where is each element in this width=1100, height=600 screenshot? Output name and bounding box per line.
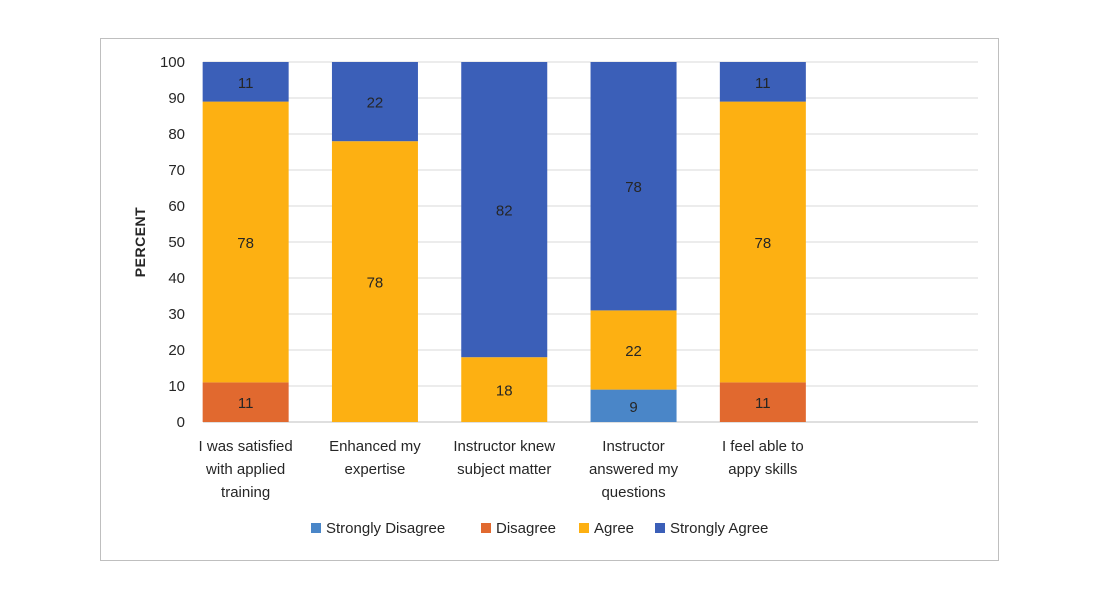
data-label: 9 — [629, 399, 637, 416]
y-tick-label: 100 — [160, 54, 185, 71]
legend-swatch — [481, 523, 491, 533]
y-tick-label: 0 — [177, 414, 185, 431]
data-label: 11 — [755, 75, 771, 92]
bar-segment-strongly-agree — [202, 62, 289, 102]
data-label: 82 — [496, 203, 513, 220]
legend-swatch — [579, 523, 589, 533]
data-label: 78 — [625, 179, 642, 196]
x-tick-label: Instructor — [602, 438, 665, 455]
y-tick-label: 50 — [168, 234, 185, 251]
legend-label: Strongly Disagree — [326, 520, 445, 537]
y-tick-label: 90 — [168, 90, 185, 107]
y-axis-label: PERCENT — [132, 207, 148, 277]
legend-label: Disagree — [496, 520, 556, 537]
bar-segment-agree — [461, 357, 548, 422]
y-tick-label: 70 — [168, 162, 185, 179]
bar-segment-agree — [331, 141, 418, 422]
legend-label: Agree — [594, 520, 634, 537]
data-label: 18 — [496, 383, 513, 400]
chart-frame: 0 10 20 30 40 50 60 70 80 90 100 PERCENT 11 78 11 78 22 1… — [100, 38, 999, 561]
x-tick-label: training — [221, 484, 270, 501]
data-label: 22 — [625, 343, 642, 360]
bar-segment-strongly-agree — [590, 62, 677, 311]
y-tick-label: 10 — [168, 378, 185, 395]
bar-segment-disagree — [202, 382, 289, 422]
x-tick-label: Instructor knew — [453, 438, 555, 455]
y-tick-label: 80 — [168, 126, 185, 143]
bar-segment-agree — [590, 310, 677, 390]
legend-swatch — [311, 523, 321, 533]
bar-segment-agree — [719, 101, 806, 383]
x-tick-label: answered my — [589, 461, 679, 478]
legend-label: Strongly Agree — [670, 520, 768, 537]
bar-segment-disagree — [719, 382, 806, 422]
y-tick-label: 60 — [168, 198, 185, 215]
x-tick-label: expertise — [345, 461, 406, 478]
y-tick-label: 30 — [168, 306, 185, 323]
x-tick-label: questions — [601, 484, 665, 501]
data-label: 11 — [238, 395, 254, 412]
bar-segment-strongly-agree — [461, 62, 548, 358]
data-label: 11 — [755, 395, 771, 412]
data-label: 11 — [238, 75, 254, 92]
x-tick-label: with applied — [205, 461, 285, 478]
x-tick-label: I was satisfied — [199, 438, 293, 455]
stacked-bar-chart: 0 10 20 30 40 50 60 70 80 90 100 PERCENT 11 78 11 78 22 1… — [132, 54, 978, 537]
data-label: 22 — [367, 95, 384, 112]
x-tick-label: Enhanced my — [329, 438, 421, 455]
legend-swatch — [655, 523, 665, 533]
data-label: 78 — [237, 235, 254, 252]
y-tick-label: 20 — [168, 342, 185, 359]
bar-segment-strongly-disagree — [590, 389, 677, 422]
data-label: 78 — [755, 235, 772, 252]
bar-segment-strongly-agree — [719, 62, 806, 102]
bar-segment-strongly-agree — [331, 62, 418, 142]
y-tick-label: 40 — [168, 270, 185, 287]
data-label: 78 — [367, 275, 384, 292]
x-tick-label: I feel able to — [722, 438, 804, 455]
x-tick-label: appy skills — [728, 461, 797, 478]
bar-segment-agree — [202, 101, 289, 383]
x-tick-label: subject matter — [457, 461, 551, 478]
